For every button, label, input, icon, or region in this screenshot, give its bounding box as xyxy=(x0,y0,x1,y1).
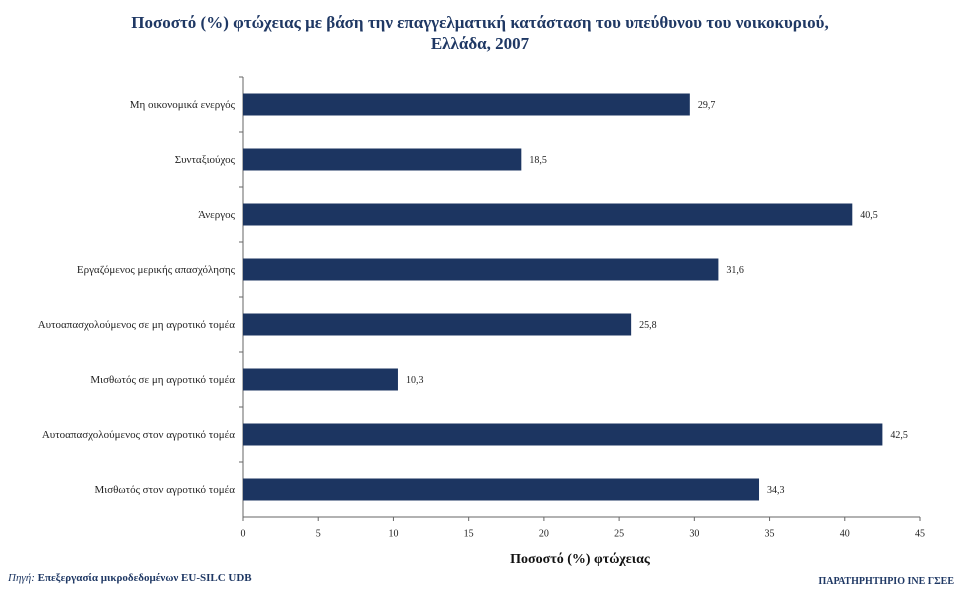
y-tick-label: Μισθωτός σε μη αγροτικό τομέα xyxy=(90,373,235,386)
y-tick-label: Μη οικονομικά ενεργός xyxy=(129,98,235,111)
value-label: 31,6 xyxy=(726,265,744,276)
y-tick-label: Αυτοαπασχολούμενος σε μη αγροτικό τομέα xyxy=(37,318,235,331)
bar xyxy=(243,93,690,116)
x-tick-label: 25 xyxy=(614,528,624,539)
x-axis-label: Ποσοστό (%) φτώχειας xyxy=(510,552,650,567)
y-tick-label: Μισθωτός στον αγροτικό τομέα xyxy=(94,483,235,496)
value-label: 25,8 xyxy=(639,320,657,331)
bar xyxy=(243,203,853,226)
value-label: 40,5 xyxy=(860,210,878,221)
x-tick-label: 45 xyxy=(915,528,925,539)
x-tick-label: 15 xyxy=(464,528,474,539)
bar xyxy=(243,368,398,391)
credit: ΠΑΡΑΤΗΡΗΤΗΡΙΟ ΙΝΕ ΓΣΕΕ xyxy=(818,576,954,587)
bar xyxy=(243,148,522,171)
bar xyxy=(243,313,632,336)
y-tick-label: Άνεργος xyxy=(198,208,235,221)
source-label: Πηγή: xyxy=(8,572,35,584)
bar xyxy=(243,258,719,281)
y-tick-label: Αυτοαπασχολούμενος στον αγροτικό τομέα xyxy=(41,428,235,441)
value-label: 18,5 xyxy=(529,155,547,166)
x-tick-label: 40 xyxy=(840,528,850,539)
y-tick-label: Εργαζόμενος μερικής απασχόλησης xyxy=(76,263,235,276)
x-tick-label: 10 xyxy=(388,528,398,539)
source: Πηγή: Επεξεργασία μικροδεδομένων EU-SILC… xyxy=(8,572,252,584)
x-tick-label: 5 xyxy=(316,528,321,539)
x-tick-label: 35 xyxy=(765,528,775,539)
value-label: 42,5 xyxy=(890,430,908,441)
value-label: 10,3 xyxy=(406,375,424,386)
value-label: 34,3 xyxy=(767,485,785,496)
bar xyxy=(243,478,760,501)
bar xyxy=(243,423,883,446)
x-tick-label: 30 xyxy=(689,528,699,539)
x-tick-label: 20 xyxy=(539,528,549,539)
y-tick-label: Συνταξιούχος xyxy=(174,153,235,166)
value-label: 29,7 xyxy=(698,100,716,111)
chart-title: Ποσοστό (%) φτώχειας με βάση την επαγγελ… xyxy=(131,13,829,53)
x-tick-label: 0 xyxy=(241,528,246,539)
source-text: Επεξεργασία μικροδεδομένων EU-SILC UDB xyxy=(37,572,252,584)
